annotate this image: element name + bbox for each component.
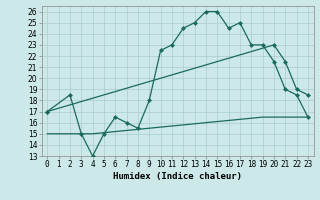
X-axis label: Humidex (Indice chaleur): Humidex (Indice chaleur): [113, 172, 242, 181]
